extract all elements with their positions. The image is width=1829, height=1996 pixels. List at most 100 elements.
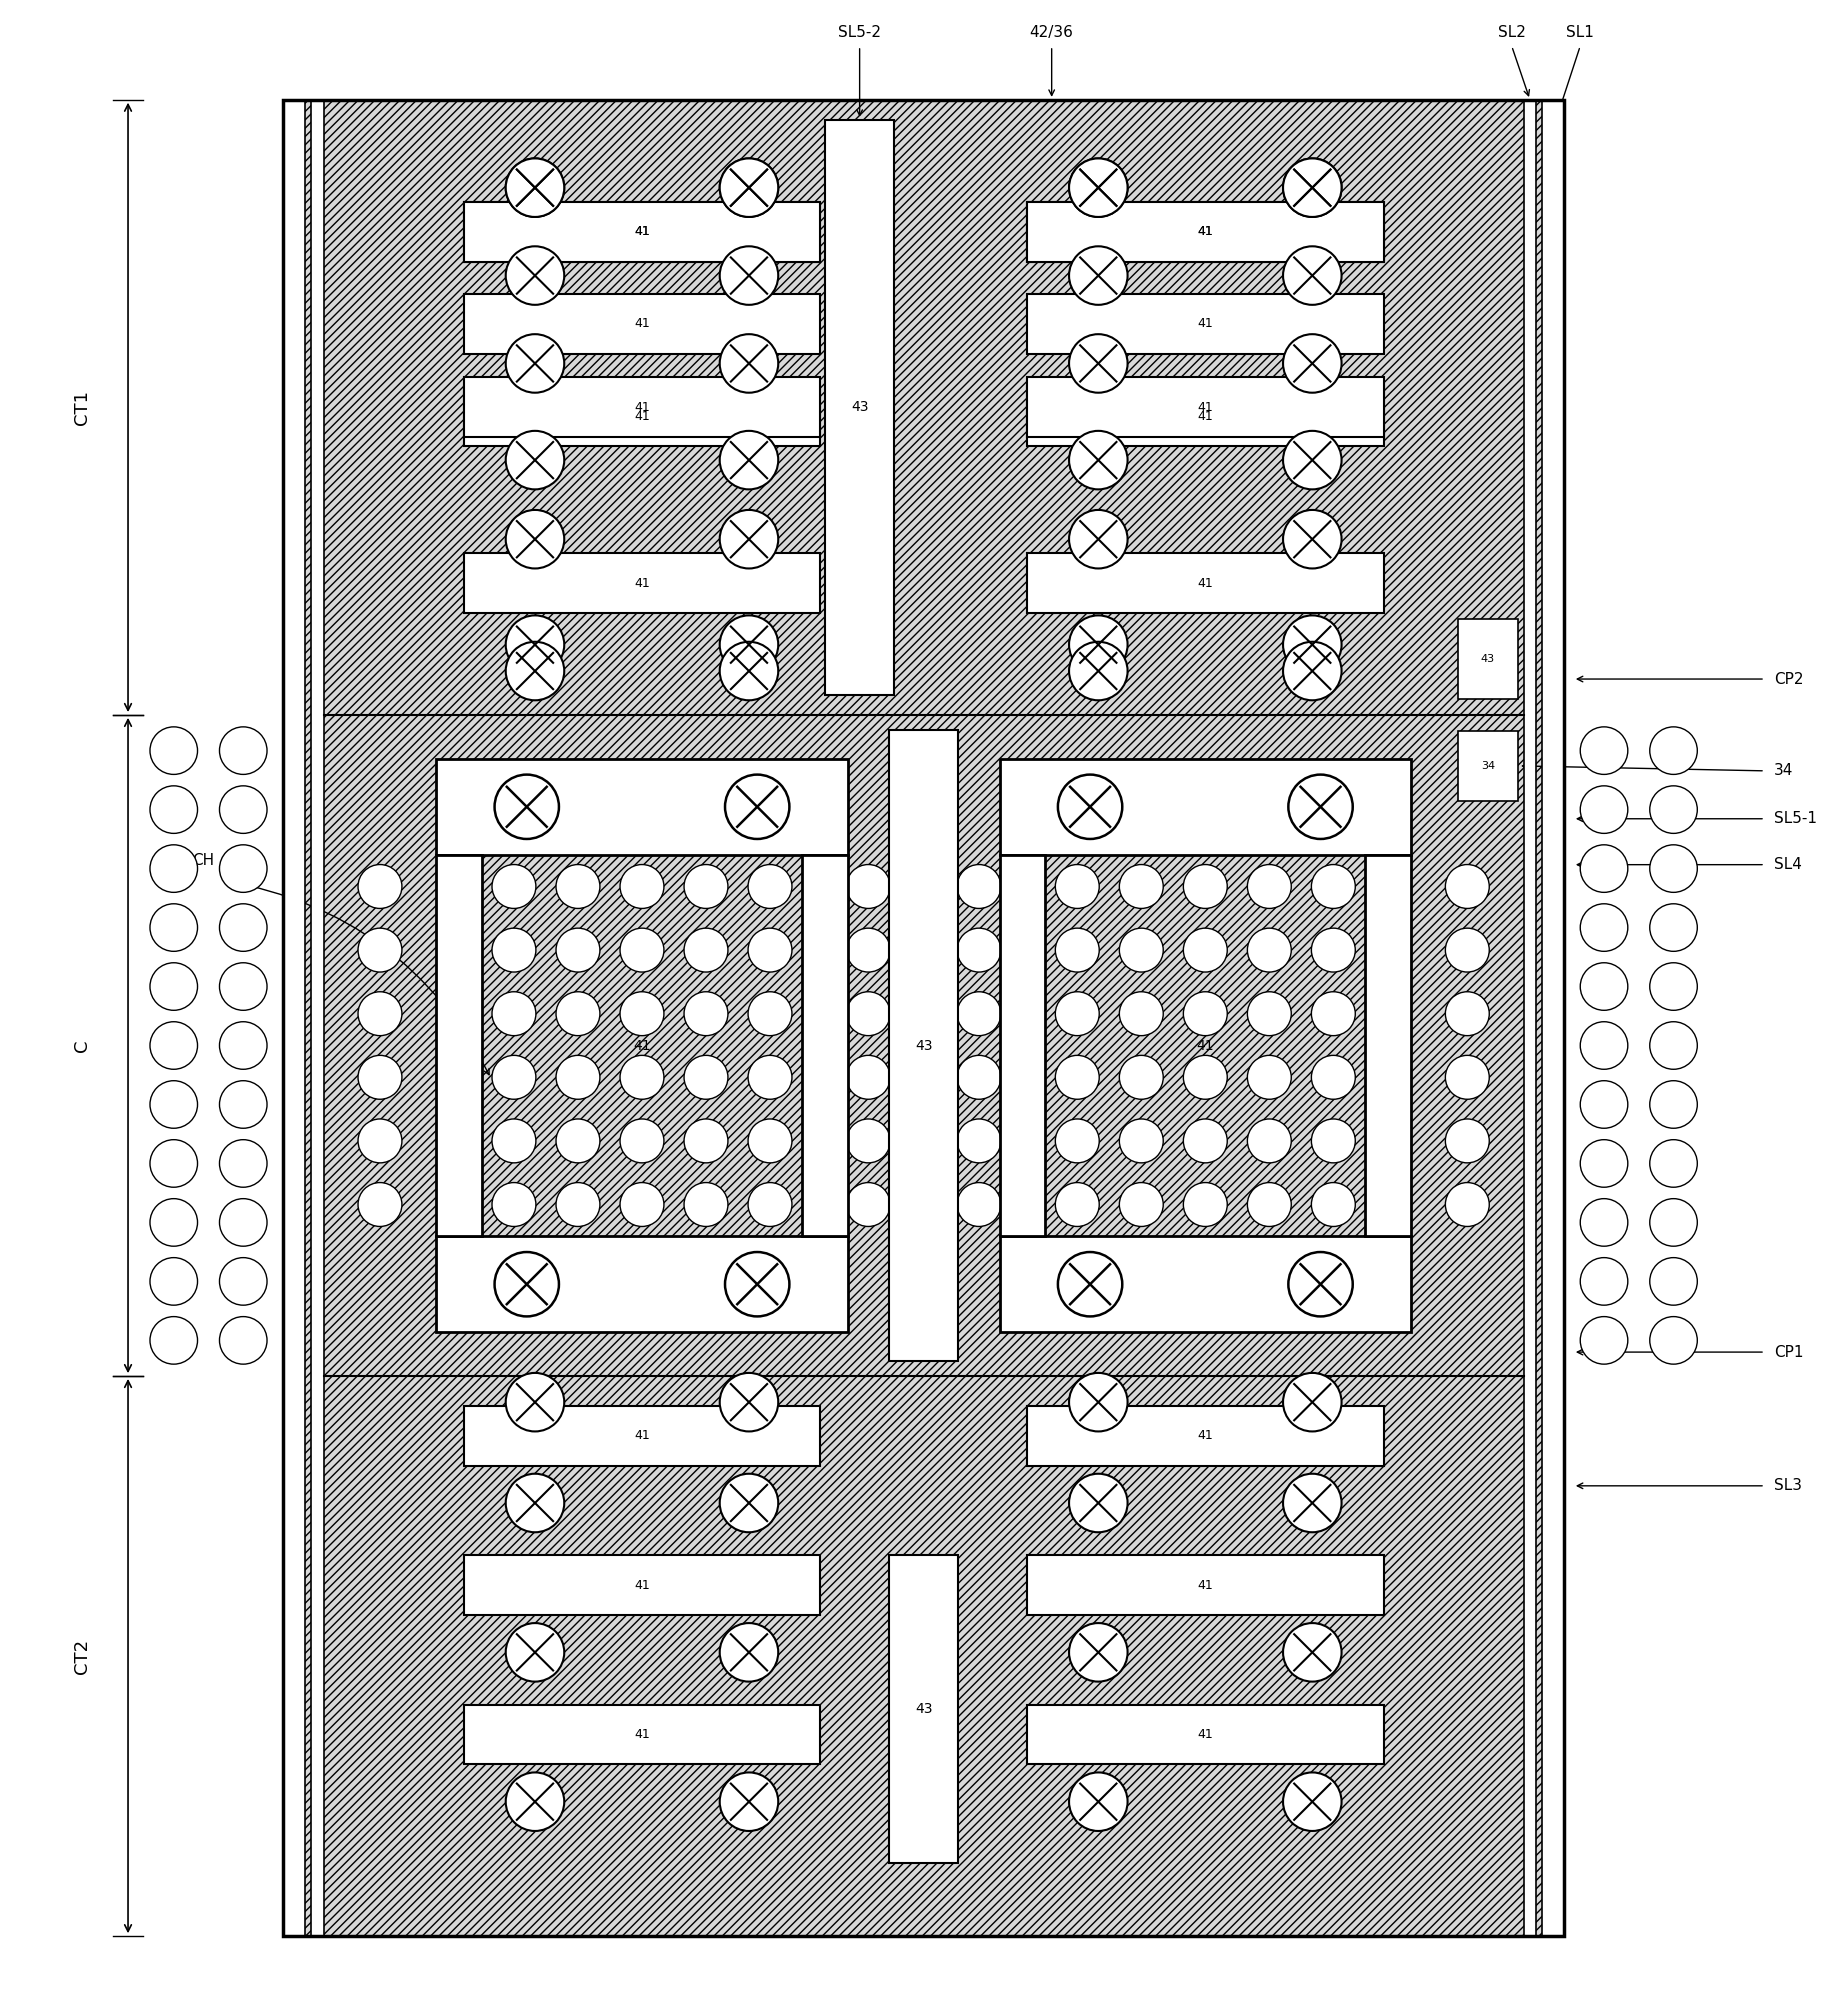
Bar bbox=[999, 854, 1044, 1236]
Circle shape bbox=[1445, 1182, 1489, 1226]
Circle shape bbox=[620, 1056, 664, 1100]
Circle shape bbox=[505, 1373, 563, 1431]
Text: 43: 43 bbox=[850, 401, 869, 415]
Circle shape bbox=[719, 1473, 779, 1533]
Circle shape bbox=[957, 1056, 1000, 1100]
Circle shape bbox=[847, 928, 891, 972]
Text: 41: 41 bbox=[1198, 317, 1213, 331]
Circle shape bbox=[620, 1182, 664, 1226]
Circle shape bbox=[505, 643, 563, 701]
Circle shape bbox=[1055, 928, 1099, 972]
Text: 41: 41 bbox=[635, 577, 649, 589]
Circle shape bbox=[219, 786, 267, 834]
Bar bbox=[465, 387, 819, 447]
Circle shape bbox=[1282, 1473, 1341, 1533]
Text: CP2: CP2 bbox=[1774, 671, 1803, 687]
Circle shape bbox=[150, 904, 198, 952]
Circle shape bbox=[748, 992, 792, 1036]
Circle shape bbox=[1119, 1120, 1163, 1164]
Bar bbox=[435, 1236, 849, 1331]
Bar bbox=[465, 293, 819, 353]
Circle shape bbox=[494, 1251, 560, 1317]
Text: 41: 41 bbox=[635, 317, 649, 331]
Circle shape bbox=[505, 431, 563, 489]
Circle shape bbox=[847, 1120, 891, 1164]
Circle shape bbox=[1282, 509, 1341, 569]
Circle shape bbox=[505, 246, 563, 305]
Bar bbox=[465, 377, 819, 437]
Circle shape bbox=[684, 992, 728, 1036]
Circle shape bbox=[1445, 928, 1489, 972]
Bar bbox=[1026, 377, 1383, 437]
Text: 41: 41 bbox=[1196, 1038, 1214, 1052]
Text: SL1: SL1 bbox=[1566, 24, 1595, 40]
Circle shape bbox=[1311, 992, 1355, 1036]
Circle shape bbox=[219, 1257, 267, 1305]
Circle shape bbox=[1068, 1373, 1127, 1431]
Circle shape bbox=[748, 928, 792, 972]
Circle shape bbox=[1445, 992, 1489, 1036]
Circle shape bbox=[1650, 904, 1697, 952]
Circle shape bbox=[719, 1623, 779, 1681]
Text: 41: 41 bbox=[633, 1038, 651, 1052]
Circle shape bbox=[219, 1140, 267, 1188]
Circle shape bbox=[1068, 1623, 1127, 1681]
Text: 41: 41 bbox=[635, 1579, 649, 1591]
Circle shape bbox=[1068, 509, 1127, 569]
Text: 42/36: 42/36 bbox=[1030, 24, 1074, 40]
Circle shape bbox=[847, 1182, 891, 1226]
Bar bbox=[1364, 854, 1410, 1236]
Text: 34: 34 bbox=[1774, 762, 1794, 778]
Circle shape bbox=[1247, 1056, 1291, 1100]
Circle shape bbox=[748, 1056, 792, 1100]
Circle shape bbox=[957, 864, 1000, 908]
Circle shape bbox=[719, 1373, 779, 1431]
Circle shape bbox=[748, 864, 792, 908]
Circle shape bbox=[505, 158, 563, 218]
Text: 41: 41 bbox=[1198, 577, 1213, 589]
Circle shape bbox=[1311, 1182, 1355, 1226]
Circle shape bbox=[1057, 774, 1123, 838]
Circle shape bbox=[150, 786, 198, 834]
Circle shape bbox=[1183, 928, 1227, 972]
Circle shape bbox=[1311, 864, 1355, 908]
Bar bbox=[1026, 202, 1383, 261]
Circle shape bbox=[358, 1056, 402, 1100]
Bar bbox=[465, 1705, 819, 1764]
Bar bbox=[1542, 100, 1564, 1936]
Circle shape bbox=[150, 1080, 198, 1128]
Circle shape bbox=[847, 864, 891, 908]
Bar bbox=[283, 100, 1564, 1936]
Circle shape bbox=[556, 864, 600, 908]
Circle shape bbox=[684, 1056, 728, 1100]
Text: 41: 41 bbox=[1198, 409, 1213, 423]
Bar bbox=[1026, 1555, 1383, 1615]
Text: 41: 41 bbox=[635, 226, 649, 238]
Circle shape bbox=[492, 1056, 536, 1100]
Circle shape bbox=[1055, 1056, 1099, 1100]
Text: 43: 43 bbox=[914, 1703, 933, 1717]
Bar bbox=[1026, 553, 1383, 613]
Circle shape bbox=[719, 333, 779, 393]
Circle shape bbox=[748, 1120, 792, 1164]
Circle shape bbox=[556, 1056, 600, 1100]
Circle shape bbox=[150, 844, 198, 892]
Circle shape bbox=[719, 431, 779, 489]
Text: 41: 41 bbox=[635, 226, 649, 238]
Bar bbox=[465, 202, 819, 261]
Circle shape bbox=[719, 615, 779, 675]
Circle shape bbox=[1119, 864, 1163, 908]
Circle shape bbox=[684, 1182, 728, 1226]
Circle shape bbox=[684, 928, 728, 972]
Text: 41: 41 bbox=[635, 401, 649, 413]
Bar bbox=[283, 100, 1564, 1936]
Circle shape bbox=[1580, 1200, 1628, 1246]
Circle shape bbox=[219, 844, 267, 892]
Circle shape bbox=[556, 1182, 600, 1226]
Circle shape bbox=[1445, 864, 1489, 908]
Circle shape bbox=[1580, 1140, 1628, 1188]
Text: 43: 43 bbox=[914, 1038, 933, 1052]
Circle shape bbox=[505, 509, 563, 569]
Circle shape bbox=[1445, 1120, 1489, 1164]
Circle shape bbox=[847, 992, 891, 1036]
